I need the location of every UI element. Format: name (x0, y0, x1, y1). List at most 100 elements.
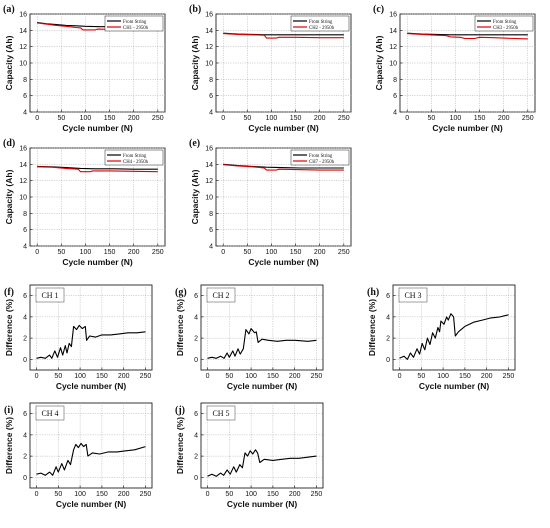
x-tick-label: 250 (338, 115, 350, 122)
x-tick-label: 50 (225, 373, 233, 380)
y-tick-label: 6 (194, 293, 198, 300)
legend-label: From String (493, 20, 517, 25)
channel-label-box (35, 405, 65, 421)
y-axis-label: Capacity (Ah) (190, 169, 200, 224)
y-axis-label: Capacity (Ah) (374, 35, 384, 90)
channel-label-box (206, 287, 236, 303)
y-tick-label: 0 (23, 357, 27, 364)
x-axis-label: Cycle number (N) (56, 381, 127, 391)
panel-label: (e) (189, 138, 200, 149)
legend-label: CH1 - 2950h (123, 26, 149, 31)
y-tick-label: 6 (393, 93, 397, 100)
x-tick-label: 50 (427, 115, 435, 122)
panel-label: (d) (3, 138, 15, 149)
y-axis-label: Difference (%) (4, 417, 14, 474)
y-axis-label: Capacity (Ah) (4, 35, 14, 90)
x-tick-label: 50 (417, 373, 425, 380)
y-tick-label: 4 (386, 314, 390, 321)
y-tick-label: 14 (205, 28, 213, 35)
y-tick-label: 14 (205, 162, 213, 169)
y-tick-label: 8 (393, 77, 397, 84)
x-tick-label: 150 (267, 373, 279, 380)
series-line-2 (223, 164, 344, 171)
x-tick-label: 150 (104, 115, 116, 122)
x-tick-label: 100 (266, 115, 278, 122)
x-tick-label: 100 (74, 491, 86, 498)
channel-label: CH 3 (404, 291, 421, 300)
y-tick-label: 0 (194, 357, 198, 364)
x-tick-label: 100 (80, 115, 92, 122)
panel-label: (b) (189, 4, 201, 15)
y-axis-label: Difference (%) (367, 299, 377, 356)
y-tick-label: 2 (194, 454, 198, 461)
x-tick-label: 200 (289, 373, 301, 380)
panel-label: (a) (3, 4, 15, 15)
y-tick-label: 6 (386, 293, 390, 300)
y-tick-label: 12 (205, 44, 213, 51)
y-tick-label: 2 (23, 336, 27, 343)
x-tick-label: 150 (290, 249, 302, 256)
panel-g: 0 50 100 150 200 250 0 2 4 6 CH 2 Cycle number (N) D… (175, 284, 324, 391)
x-tick-label: 0 (221, 115, 225, 122)
legend-label: From String (123, 154, 147, 159)
x-tick-label: 250 (522, 115, 534, 122)
x-tick-label: 250 (140, 491, 152, 498)
x-tick-label: 0 (35, 115, 39, 122)
y-tick-label: 14 (19, 162, 27, 169)
series-line-1 (36, 442, 146, 476)
legend-label: CH7 - 2950h (309, 160, 335, 165)
x-tick-label: 200 (314, 249, 326, 256)
x-axis-label: Cycle number (N) (227, 499, 298, 509)
series-line-1 (207, 328, 317, 359)
series-line-1 (36, 324, 146, 359)
x-tick-label: 0 (35, 373, 39, 380)
series-line-2 (407, 33, 528, 40)
y-tick-label: 10 (19, 61, 27, 68)
x-tick-label: 0 (206, 373, 210, 380)
y-tick-label: 6 (23, 411, 27, 418)
y-tick-label: 4 (209, 110, 213, 117)
y-tick-label: 6 (194, 411, 198, 418)
x-tick-label: 150 (104, 249, 116, 256)
panel-label: (g) (175, 287, 187, 298)
y-tick-label: 16 (205, 12, 213, 19)
x-axis-label: Cycle number (N) (248, 123, 319, 133)
panel-h: 0 50 100 150 200 250 0 2 4 6 CH 3 Cycle number (N) D… (367, 284, 516, 391)
y-tick-label: 4 (23, 432, 27, 439)
y-tick-label: 16 (19, 146, 27, 153)
x-axis-label: Cycle number (N) (62, 257, 133, 267)
x-axis-label: Cycle number (N) (56, 499, 127, 509)
legend-label: From String (309, 20, 333, 25)
y-tick-label: 10 (19, 195, 27, 202)
y-tick-label: 4 (194, 432, 198, 439)
y-tick-label: 4 (23, 110, 27, 117)
x-tick-label: 200 (498, 115, 510, 122)
x-tick-label: 50 (57, 249, 65, 256)
y-tick-label: 12 (205, 178, 213, 185)
y-axis-label: Capacity (Ah) (190, 35, 200, 90)
y-tick-label: 2 (386, 336, 390, 343)
legend-label: CH2 - 2950h (309, 26, 335, 31)
x-tick-label: 150 (474, 115, 486, 122)
y-tick-label: 4 (23, 244, 27, 251)
y-tick-label: 12 (389, 44, 397, 51)
channel-label: CH 5 (212, 409, 229, 418)
panel-b: 0 50 100 150 200 250 4 6 8 10 12 14 16 From StringCH2… (189, 4, 352, 133)
y-tick-label: 8 (23, 77, 27, 84)
panel-i: 0 50 100 150 200 250 0 2 4 6 CH 4 Cycle number (N) D… (4, 402, 153, 509)
y-tick-label: 14 (389, 28, 397, 35)
x-tick-label: 250 (503, 373, 515, 380)
y-axis-label: Difference (%) (175, 417, 185, 474)
x-axis-label: Cycle number (N) (432, 123, 503, 133)
series-line-2 (37, 166, 158, 173)
y-tick-label: 0 (23, 475, 27, 482)
x-tick-label: 0 (206, 491, 210, 498)
channel-label: CH 1 (41, 291, 58, 300)
y-tick-label: 4 (209, 244, 213, 251)
x-tick-label: 100 (266, 249, 278, 256)
x-tick-label: 50 (54, 491, 62, 498)
x-tick-label: 150 (96, 491, 108, 498)
x-tick-label: 100 (245, 491, 257, 498)
x-tick-label: 200 (128, 115, 140, 122)
